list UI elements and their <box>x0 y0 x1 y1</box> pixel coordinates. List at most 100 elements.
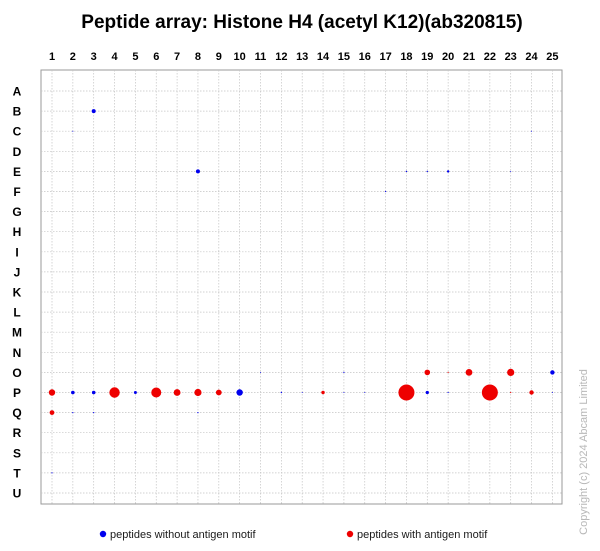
col-tick-label: 2 <box>70 51 76 63</box>
col-tick-label: 14 <box>317 51 330 63</box>
col-tick-label: 3 <box>91 51 97 63</box>
col-tick-label: 22 <box>484 51 496 63</box>
col-tick-label: 19 <box>421 51 433 63</box>
chart-title: Peptide array: Histone H4 (acetyl K12)(a… <box>81 12 522 33</box>
row-tick-label: D <box>13 145 22 159</box>
point-with-motif-P24 <box>529 390 534 395</box>
col-tick-label: 6 <box>153 51 159 63</box>
legend-marker-without-motif <box>99 530 107 538</box>
point-without-motif-P12 <box>280 391 283 394</box>
point-without-motif-P10 <box>236 389 243 396</box>
row-tick-label: Q <box>12 406 21 420</box>
point-without-motif-P15 <box>343 392 345 393</box>
point-without-motif-C2 <box>72 130 74 132</box>
point-without-motif-B3 <box>91 109 96 114</box>
point-with-motif-P7 <box>173 389 181 396</box>
point-with-motif-P6 <box>151 387 162 398</box>
row-tick-label: N <box>13 346 22 360</box>
copyright-notice: Copyright (c) 2024 Abcam Limited <box>578 369 590 535</box>
point-without-motif-P3 <box>91 390 96 395</box>
point-with-motif-P1 <box>48 389 56 396</box>
point-without-motif-O25 <box>550 370 555 375</box>
point-without-motif-P13 <box>301 392 303 393</box>
row-tick-label: P <box>13 386 21 400</box>
col-tick-label: 17 <box>379 51 391 63</box>
row-tick-label: R <box>13 426 22 440</box>
col-tick-label: 8 <box>195 51 201 63</box>
row-tick-label: H <box>13 225 22 239</box>
point-without-motif-E23 <box>510 170 512 172</box>
point-without-motif-F17 <box>385 190 387 193</box>
col-tick-label: 4 <box>111 51 118 63</box>
col-tick-label: 16 <box>359 51 371 63</box>
row-tick-label: T <box>13 466 21 480</box>
col-tick-label: 1 <box>49 51 55 63</box>
point-without-motif-Q2 <box>72 412 74 414</box>
legend-label-with-motif: peptides with antigen motif <box>357 529 488 541</box>
col-tick-label: 7 <box>174 51 180 63</box>
plot-frame <box>40 69 563 505</box>
col-tick-label: 23 <box>505 51 517 63</box>
point-with-motif-P23 <box>510 391 512 394</box>
row-tick-label: O <box>12 366 21 380</box>
point-without-motif-E8 <box>195 169 200 174</box>
point-without-motif-P16 <box>364 392 366 393</box>
row-tick-label: U <box>13 487 22 501</box>
point-with-motif-Q1 <box>49 410 55 415</box>
point-without-motif-P19 <box>425 390 429 395</box>
col-tick-label: 25 <box>546 51 558 63</box>
col-tick-label: 11 <box>255 51 267 63</box>
row-tick-label: E <box>13 165 21 179</box>
point-without-motif-P2 <box>71 390 75 395</box>
data-points <box>48 109 555 474</box>
row-tick-label: L <box>13 306 20 320</box>
row-tick-label: C <box>13 125 22 139</box>
legend-label-without-motif: peptides without antigen motif <box>110 529 256 541</box>
point-with-motif-P9 <box>215 389 222 396</box>
col-tick-label: 13 <box>296 51 308 63</box>
point-without-motif-E19 <box>426 170 428 173</box>
point-without-motif-P25 <box>551 392 553 393</box>
column-tick-labels: 1 2 3 4 5 6 7 8 9 10 11 12 13 14 15 16 17 18 19 20 21 22 23 24 2… <box>49 51 559 63</box>
point-without-motif-O15 <box>343 371 345 373</box>
col-tick-label: 12 <box>275 51 287 63</box>
col-tick-label: 21 <box>463 51 475 63</box>
point-without-motif-E18 <box>405 170 408 173</box>
col-tick-label: 24 <box>525 51 538 63</box>
point-without-motif-T1 <box>51 472 53 474</box>
col-tick-label: 9 <box>216 51 222 63</box>
point-without-motif-Q8 <box>197 412 199 414</box>
row-tick-label: I <box>15 245 18 259</box>
point-without-motif-P20 <box>447 391 449 394</box>
row-tick-label: B <box>13 105 22 119</box>
col-tick-label: 15 <box>338 51 350 63</box>
point-without-motif-E20 <box>446 170 450 173</box>
point-with-motif-O21 <box>465 369 473 376</box>
point-without-motif-O11 <box>260 371 261 373</box>
row-tick-label: A <box>13 85 22 99</box>
point-without-motif-P5 <box>133 391 137 394</box>
col-tick-label: 20 <box>442 51 454 63</box>
point-with-motif-P4 <box>109 387 120 398</box>
row-tick-label: J <box>14 265 21 279</box>
point-with-motif-O19 <box>424 369 431 376</box>
col-tick-label: 18 <box>400 51 412 63</box>
point-with-motif-O20 <box>447 371 449 373</box>
point-with-motif-P8 <box>194 388 202 397</box>
point-with-motif-P22 <box>481 384 498 401</box>
point-with-motif-P14 <box>321 390 325 395</box>
row-tick-label: K <box>13 286 22 300</box>
legend: peptides without antigen motif peptides … <box>99 529 488 541</box>
point-without-motif-C24 <box>531 130 533 132</box>
legend-marker-with-motif <box>346 530 354 538</box>
row-tick-label: M <box>12 326 22 340</box>
row-tick-label: S <box>13 446 21 460</box>
point-with-motif-O23 <box>507 368 515 376</box>
col-tick-label: 5 <box>132 51 138 63</box>
point-with-motif-P18 <box>398 384 415 401</box>
grid-layer <box>41 70 562 504</box>
col-tick-label: 10 <box>234 51 246 63</box>
row-tick-label: F <box>13 185 20 199</box>
